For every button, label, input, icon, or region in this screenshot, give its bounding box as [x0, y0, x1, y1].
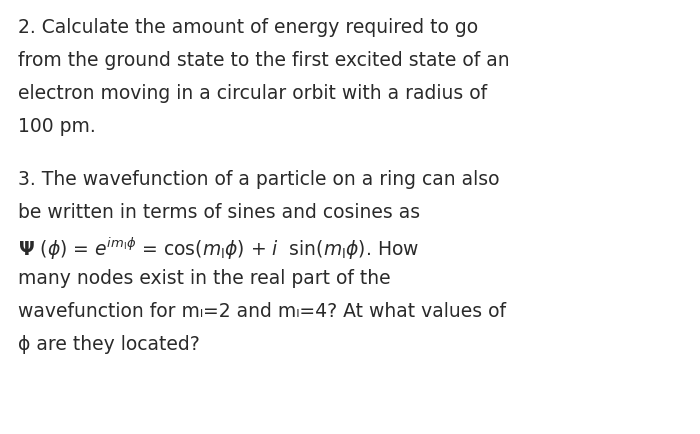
- Text: $\mathbf{\Psi}$ ($\phi$) = $e^{im_{\mathsf{l}}\phi}$ = cos($m_{\mathsf{l}}\phi$): $\mathbf{\Psi}$ ($\phi$) = $e^{im_{\math…: [18, 236, 419, 262]
- Text: ϕ are they located?: ϕ are they located?: [18, 335, 199, 354]
- Text: many nodes exist in the real part of the: many nodes exist in the real part of the: [18, 269, 391, 288]
- Text: 2. Calculate the amount of energy required to go: 2. Calculate the amount of energy requir…: [18, 18, 478, 37]
- Text: be written in terms of sines and cosines as: be written in terms of sines and cosines…: [18, 203, 420, 222]
- Text: 3. The wavefunction of a particle on a ring can also: 3. The wavefunction of a particle on a r…: [18, 170, 500, 189]
- Text: wavefunction for mₗ=2 and mₗ=4? At what values of: wavefunction for mₗ=2 and mₗ=4? At what …: [18, 302, 506, 321]
- Text: electron moving in a circular orbit with a radius of: electron moving in a circular orbit with…: [18, 84, 487, 103]
- Text: 100 pm.: 100 pm.: [18, 117, 96, 136]
- Text: from the ground state to the first excited state of an: from the ground state to the first excit…: [18, 51, 510, 70]
